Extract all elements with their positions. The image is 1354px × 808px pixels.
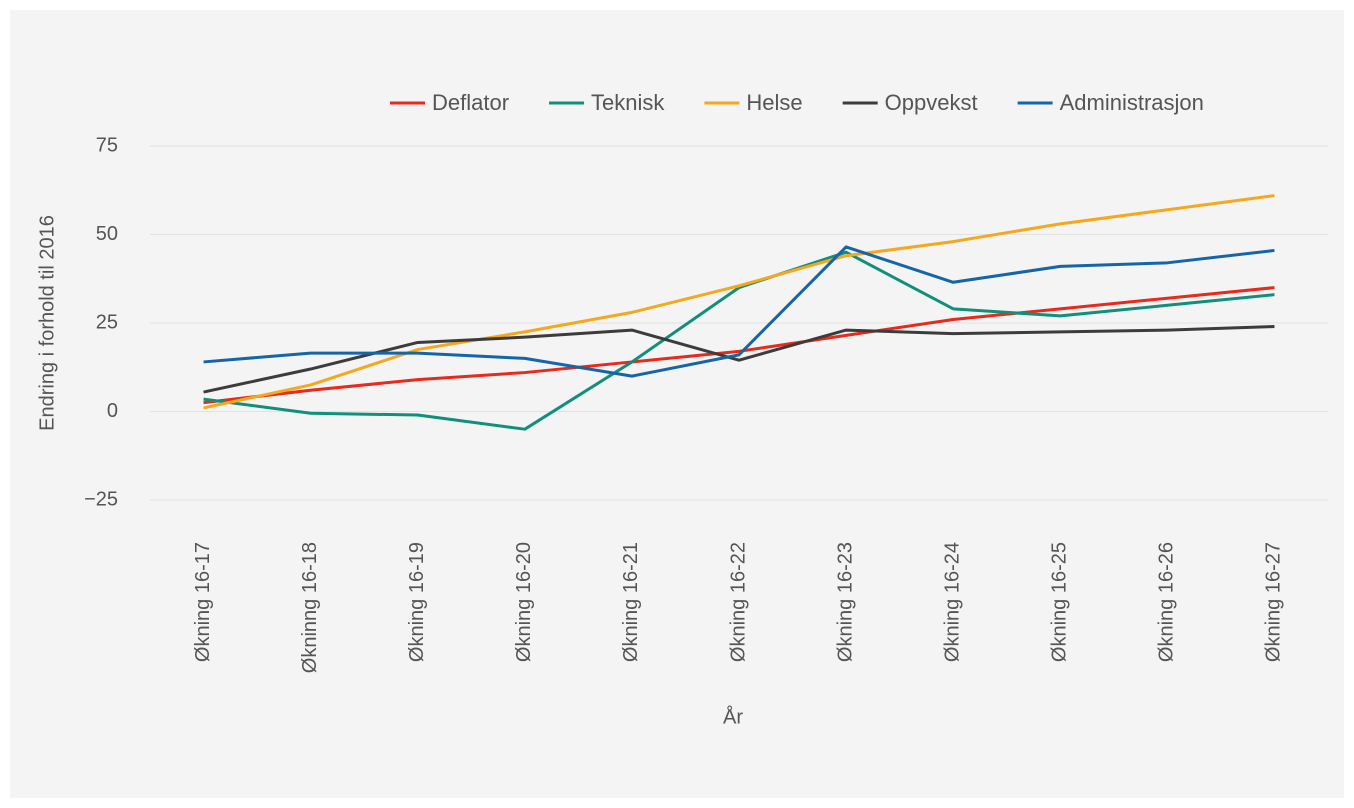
x-tick-label: Økninng 16-18 xyxy=(299,542,321,673)
x-tick-label: Økning 16-23 xyxy=(834,542,856,662)
y-axis-label: Endring i forhold til 2016 xyxy=(36,215,58,431)
x-axis-label: År xyxy=(723,705,743,728)
x-tick-label: Økning 16-17 xyxy=(192,542,214,662)
y-tick-label: 75 xyxy=(96,134,118,156)
legend-label: Helse xyxy=(746,90,802,115)
x-tick-label: Økning 16-24 xyxy=(941,542,963,662)
series-line xyxy=(203,325,1275,394)
x-tick-label: Økning 16-26 xyxy=(1156,542,1178,662)
x-tick-label: Økning 16-27 xyxy=(1263,542,1285,662)
x-tick-label: Økning 16-19 xyxy=(406,542,428,662)
background xyxy=(10,10,1344,798)
x-tick-label: Økning 16-20 xyxy=(513,542,535,662)
legend-label: Deflator xyxy=(432,90,509,115)
x-tick-label: Økning 16-22 xyxy=(727,542,749,662)
legend-label: Oppvekst xyxy=(885,90,978,115)
y-tick-label: −25 xyxy=(84,488,118,510)
x-tick-label: Økning 16-25 xyxy=(1049,542,1071,662)
y-tick-label: 50 xyxy=(96,223,118,245)
series-line xyxy=(203,250,1275,431)
y-tick-label: 25 xyxy=(96,311,118,333)
legend-label: Administrasjon xyxy=(1060,90,1204,115)
series-line xyxy=(203,194,1275,410)
legend-label: Teknisk xyxy=(591,90,665,115)
series-line xyxy=(203,245,1275,378)
series-line xyxy=(203,286,1275,405)
x-tick-label: Økning 16-21 xyxy=(620,542,642,662)
y-tick-label: 0 xyxy=(107,400,118,422)
